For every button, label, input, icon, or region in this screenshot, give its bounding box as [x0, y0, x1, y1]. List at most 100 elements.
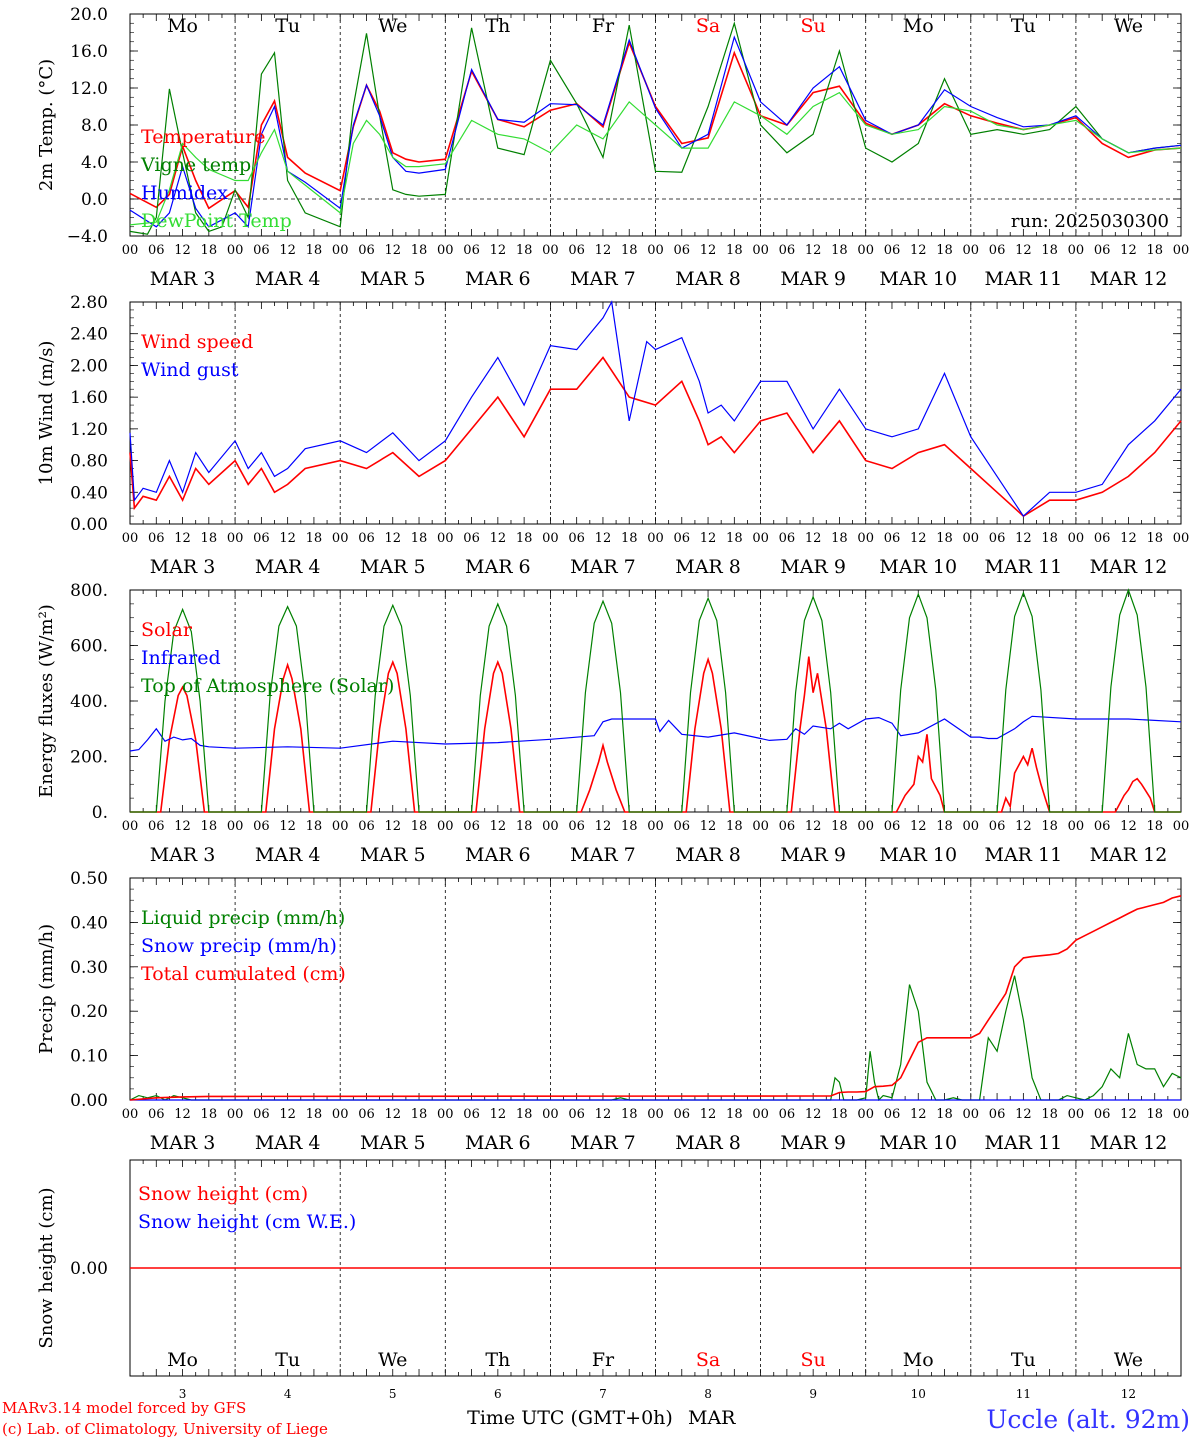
x-hour-label: 06 — [1094, 819, 1111, 834]
x-axis-label: Time UTC (GMT+0h) — [467, 1407, 673, 1429]
x-date-label: MAR 9 — [780, 556, 846, 578]
x-date-label: MAR 8 — [675, 1132, 741, 1154]
x-hour-label: 18 — [936, 1107, 953, 1122]
x-hour-label: 00 — [1068, 819, 1085, 834]
day-number-label: 5 — [389, 1387, 397, 1401]
x-hour-label: 12 — [805, 1107, 822, 1122]
x-date-label: MAR 5 — [360, 268, 426, 290]
x-hour-label: 00 — [647, 819, 664, 834]
x-hour-label: 18 — [621, 819, 638, 834]
x-hour-label: 12 — [1120, 819, 1137, 834]
x-hour-label: 00 — [1068, 1107, 1085, 1122]
series-line-humidex — [129, 35, 1182, 229]
y-axis-label: Snow height (cm) — [36, 1187, 57, 1348]
day-abbr-label: Tu — [275, 15, 300, 37]
y-tick-label: 0.00 — [70, 1091, 108, 1111]
x-hour-label: 18 — [831, 819, 848, 834]
x-date-label: MAR 12 — [1090, 844, 1168, 866]
x-hour-label: 12 — [805, 819, 822, 834]
day-abbr-label: Mo — [167, 1349, 198, 1371]
x-hour-label: 00 — [332, 1107, 349, 1122]
x-date-label: MAR 3 — [150, 844, 216, 866]
x-hour-label: 12 — [1120, 1107, 1137, 1122]
x-hour-label: 00 — [857, 819, 874, 834]
x-hour-label: 06 — [148, 243, 165, 258]
day-abbr-label: Tu — [275, 1349, 300, 1371]
run-annotation: run: 2025030300 — [1011, 211, 1169, 232]
x-hour-label: 18 — [831, 1107, 848, 1122]
x-date-label: MAR 10 — [879, 1132, 957, 1154]
x-date-label: MAR 12 — [1090, 1132, 1168, 1154]
legend-entry: Vigne temp — [140, 154, 251, 176]
y-tick-label: 8.0 — [81, 116, 108, 136]
x-hour-label: 06 — [989, 1107, 1006, 1122]
y-tick-label: 1.60 — [70, 388, 108, 408]
x-hour-label: 00 — [542, 243, 559, 258]
x-hour-label: 18 — [1146, 819, 1163, 834]
x-hour-label: 06 — [884, 819, 901, 834]
legend-entry: Wind gust — [141, 359, 239, 381]
x-hour-label: 12 — [700, 1107, 717, 1122]
x-hour-label: 00 — [437, 1107, 454, 1122]
x-hour-label: 18 — [516, 1107, 533, 1122]
x-date-label: MAR 6 — [465, 268, 531, 290]
x-hour-label: 18 — [726, 531, 743, 546]
x-hour-label: 06 — [779, 531, 796, 546]
x-hour-label: 06 — [1094, 1107, 1111, 1122]
panel-4: 0.50 0.40 0.30 0.20 0.10 0.00 Precip (mm/h) Liq… — [36, 869, 1189, 1154]
day-abbr-label: We — [1114, 15, 1143, 37]
x-hour-label: 18 — [831, 243, 848, 258]
x-hour-label: 06 — [358, 531, 375, 546]
x-hour-label: 00 — [122, 819, 139, 834]
x-hour-label: 06 — [568, 243, 585, 258]
x-hour-label: 12 — [490, 819, 507, 834]
x-hour-label: 12 — [279, 1107, 296, 1122]
series-line-wind-gust — [129, 300, 1182, 518]
day-abbr-label: Th — [485, 15, 510, 37]
y-tick-label: 2.40 — [70, 325, 108, 345]
x-date-label: MAR 3 — [150, 268, 216, 290]
day-abbr-label: Th — [485, 1349, 510, 1371]
x-hour-label: 18 — [306, 1107, 323, 1122]
day-number-label: 9 — [809, 1387, 817, 1401]
y-tick-label: 1.20 — [70, 420, 108, 440]
x-hour-label: 18 — [411, 819, 428, 834]
legend-entry: Snow precip (mm/h) — [141, 935, 337, 957]
x-hour-label: 00 — [963, 531, 980, 546]
x-date-label: MAR 5 — [360, 844, 426, 866]
x-hour-label: 00 — [332, 819, 349, 834]
x-hour-label: 12 — [174, 819, 191, 834]
x-date-label: MAR 8 — [675, 268, 741, 290]
x-hour-label: 12 — [1120, 531, 1137, 546]
station-label: Uccle (alt. 92m) — [986, 1405, 1190, 1434]
x-hour-label: 00 — [332, 531, 349, 546]
day-number-label: 3 — [179, 1387, 187, 1401]
y-tick-label: 0.00 — [70, 515, 108, 535]
x-date-label: MAR 8 — [675, 556, 741, 578]
x-hour-label: 06 — [674, 1107, 691, 1122]
day-abbr-label: We — [378, 1349, 407, 1371]
y-tick-label: 0.80 — [70, 452, 108, 472]
x-hour-label: 18 — [201, 243, 218, 258]
x-hour-label: 06 — [253, 1107, 270, 1122]
x-hour-label: 12 — [384, 1107, 401, 1122]
x-hour-label: 18 — [621, 531, 638, 546]
x-hour-label: 00 — [227, 1107, 244, 1122]
x-hour-label: 06 — [253, 243, 270, 258]
credit-line-2: (c) Lab. of Climatology, University of L… — [2, 1420, 328, 1438]
day-abbr-label: Fr — [592, 15, 615, 37]
legend-entry: Wind speed — [141, 331, 253, 353]
x-date-label: MAR 11 — [984, 268, 1062, 290]
x-date-label: MAR 11 — [984, 556, 1062, 578]
x-hour-label: 06 — [463, 819, 480, 834]
x-hour-label: 00 — [647, 531, 664, 546]
x-hour-label: 00 — [332, 243, 349, 258]
x-hour-label: 06 — [358, 819, 375, 834]
x-axis-month: MAR — [688, 1407, 736, 1429]
x-date-label: MAR 8 — [675, 844, 741, 866]
x-hour-label: 18 — [201, 531, 218, 546]
x-hour-label: 18 — [411, 243, 428, 258]
series-line-vigne-temp — [129, 21, 1182, 235]
x-hour-label: 18 — [936, 819, 953, 834]
